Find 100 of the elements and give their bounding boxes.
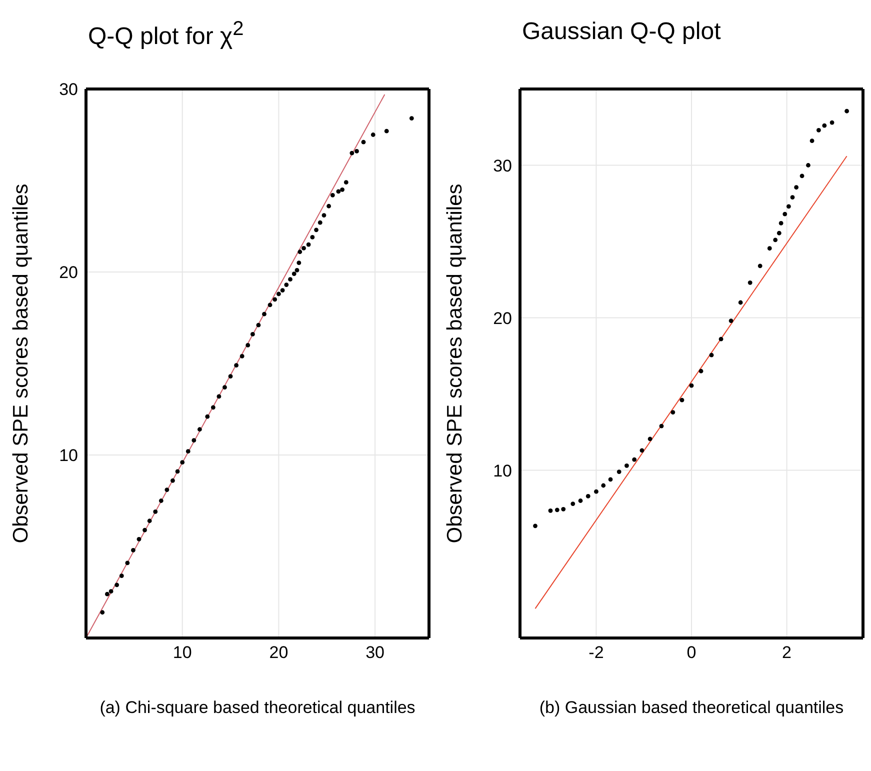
point	[228, 374, 233, 379]
y-tick-label: 30	[59, 80, 78, 100]
point	[276, 292, 281, 296]
point	[216, 394, 222, 399]
point	[326, 204, 331, 208]
point	[601, 483, 606, 488]
point	[689, 383, 694, 388]
y-axis-title: Observed SPE scores based quantiles	[9, 184, 32, 544]
point	[806, 163, 810, 168]
point	[776, 230, 782, 236]
point	[680, 398, 684, 402]
point	[114, 582, 120, 588]
point	[197, 427, 202, 432]
point	[336, 189, 341, 194]
y-axis-title: Observed SPE scores based quantiles	[443, 184, 466, 544]
point	[262, 312, 266, 316]
point	[624, 463, 629, 468]
point	[632, 457, 637, 462]
point	[561, 506, 566, 512]
point	[344, 180, 348, 185]
point	[782, 212, 788, 216]
point	[268, 302, 272, 308]
point	[384, 128, 389, 134]
point	[794, 185, 799, 190]
point	[170, 478, 175, 483]
point	[284, 282, 289, 288]
point	[533, 524, 538, 528]
chart-title: Q-Q plot for χ$^{2}$	[87, 17, 245, 52]
point	[370, 132, 376, 137]
point	[570, 502, 576, 506]
point	[234, 363, 239, 368]
point	[844, 108, 850, 114]
point	[350, 150, 354, 156]
point	[164, 488, 170, 492]
point	[142, 528, 147, 532]
point	[314, 228, 318, 232]
point	[718, 336, 724, 342]
y-tick-label: 10	[493, 461, 512, 480]
point	[648, 436, 652, 442]
point	[578, 498, 583, 503]
point	[302, 246, 306, 250]
point	[205, 414, 210, 419]
point	[816, 128, 821, 132]
point	[119, 574, 124, 578]
point	[318, 220, 322, 225]
point	[361, 140, 366, 144]
point	[586, 494, 590, 498]
y-tick-label: 20	[59, 263, 78, 282]
point	[810, 138, 814, 144]
point	[738, 300, 743, 305]
point	[594, 489, 598, 494]
point	[100, 610, 105, 615]
chart-title: Gaussian Q-Q plot	[521, 17, 722, 47]
point	[272, 297, 278, 302]
y-tick-label: 30	[493, 156, 512, 176]
point	[246, 343, 250, 348]
point	[175, 469, 180, 474]
point	[240, 354, 244, 358]
point	[830, 120, 834, 125]
point	[616, 470, 622, 474]
point	[698, 368, 704, 374]
point	[790, 195, 795, 200]
point	[330, 192, 335, 198]
point	[186, 449, 190, 454]
point	[280, 288, 285, 292]
point	[147, 518, 152, 524]
point	[158, 498, 164, 503]
point	[659, 424, 664, 428]
x-tick-label: 30	[366, 643, 385, 662]
point	[125, 560, 130, 566]
point	[548, 508, 553, 513]
point	[354, 149, 359, 154]
point	[192, 438, 196, 443]
point	[288, 277, 292, 282]
point	[709, 352, 714, 358]
point	[409, 116, 414, 120]
point	[256, 322, 261, 328]
point	[778, 221, 784, 226]
point	[292, 272, 296, 276]
y-tick-label: 10	[59, 446, 78, 466]
point	[340, 187, 344, 192]
point	[131, 548, 136, 552]
x-axis-title: (b) Gaussian based theoretical quantiles	[539, 698, 844, 717]
point	[640, 448, 644, 453]
point	[786, 204, 791, 209]
point	[108, 589, 114, 594]
point	[296, 260, 302, 266]
point	[608, 477, 613, 482]
point	[222, 385, 227, 390]
point	[800, 174, 804, 178]
point	[210, 405, 216, 410]
point	[670, 410, 676, 414]
x-axis-title: (a) Chi-square based theoretical quantiles	[100, 698, 416, 717]
point	[136, 536, 142, 542]
point	[180, 460, 185, 465]
point	[250, 332, 255, 336]
x-tick-label: 20	[269, 643, 288, 662]
point	[298, 250, 302, 254]
point	[758, 264, 762, 268]
point	[153, 510, 158, 514]
